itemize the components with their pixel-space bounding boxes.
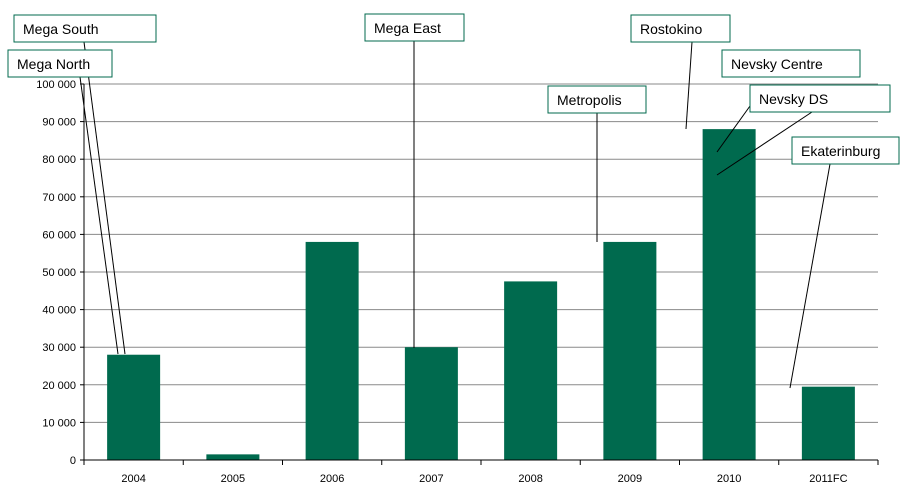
- gridlines: [84, 83, 878, 423]
- leader-line: [789, 163, 831, 389]
- callout-box: [749, 84, 891, 113]
- callout-ekaterinburg: Ekaterinburg: [791, 136, 900, 165]
- y-tick-label: 0: [70, 455, 76, 467]
- x-tick-label: 2010: [717, 473, 741, 485]
- x-tick-label: 2004: [121, 473, 145, 485]
- bar-2011FC: [801, 386, 855, 460]
- y-tick-label: 90 000: [42, 117, 76, 129]
- bars: [107, 129, 855, 460]
- y-tick-label: 30 000: [42, 342, 76, 354]
- callout-box: [7, 49, 113, 78]
- callout-label: Rostokino: [640, 21, 702, 37]
- bar-2004: [107, 354, 161, 460]
- callout-label: Ekaterinburg: [801, 143, 880, 159]
- callout-nevsky-ds: Nevsky DS: [749, 84, 891, 113]
- callout-mega-south: Mega South: [13, 14, 157, 43]
- callout-rostokino: Rostokino: [630, 14, 731, 43]
- callout-mega-north: Mega North: [7, 49, 113, 78]
- callout-metropolis: Metropolis: [547, 85, 647, 114]
- callout-box: [364, 13, 465, 42]
- callout-label: Metropolis: [557, 92, 622, 108]
- leader-line: [79, 76, 119, 355]
- callout-box: [630, 14, 731, 43]
- callouts: Mega South Mega North Mega East Metropolis R…: [7, 13, 900, 165]
- bar-2009: [603, 241, 657, 460]
- y-tick-label: 10 000: [42, 417, 76, 429]
- x-tick-label: 2008: [518, 473, 542, 485]
- bar-2005: [206, 454, 260, 460]
- bar-2006: [305, 241, 359, 460]
- x-tick-label: 2011FC: [809, 473, 847, 485]
- y-axis: 0 10 000 20 000 30 000 40 000 50 000 60 000 70 …: [36, 79, 85, 467]
- x-tick-label: 2009: [618, 473, 642, 485]
- callout-label: Nevsky DS: [759, 91, 828, 107]
- callout-label: Mega North: [17, 56, 90, 72]
- y-tick-label: 40 000: [42, 305, 76, 317]
- callout-leader-lines: [79, 41, 831, 389]
- callout-box: [547, 85, 647, 114]
- x-axis: 2004 2005 2006 2007 2008 2009 2010 2011FC: [83, 459, 879, 485]
- y-tick-label: 100 000: [36, 79, 76, 91]
- leader-line: [83, 41, 126, 355]
- y-tick-label: 60 000: [42, 229, 76, 241]
- callout-nevsky-centre: Nevsky Centre: [721, 49, 861, 78]
- callout-box: [721, 49, 861, 78]
- callout-label: Mega East: [374, 20, 441, 36]
- leader-line: [716, 111, 813, 176]
- leader-line: [716, 105, 751, 153]
- callout-box: [791, 136, 900, 165]
- callout-label: Nevsky Centre: [731, 56, 823, 72]
- y-tick-label: 50 000: [42, 267, 76, 279]
- bar-2010: [702, 129, 756, 460]
- x-tick-label: 2007: [419, 473, 443, 485]
- bar-2007: [404, 347, 458, 460]
- y-tick-label: 80 000: [42, 154, 76, 166]
- x-tick-label: 2005: [221, 473, 245, 485]
- callout-mega-east: Mega East: [364, 13, 465, 42]
- y-tick-label: 20 000: [42, 380, 76, 392]
- leader-line: [685, 41, 693, 130]
- y-tick-label: 70 000: [42, 192, 76, 204]
- bar-2008: [504, 281, 558, 460]
- callout-label: Mega South: [23, 21, 99, 37]
- x-tick-label: 2006: [320, 473, 344, 485]
- callout-box: [13, 14, 157, 43]
